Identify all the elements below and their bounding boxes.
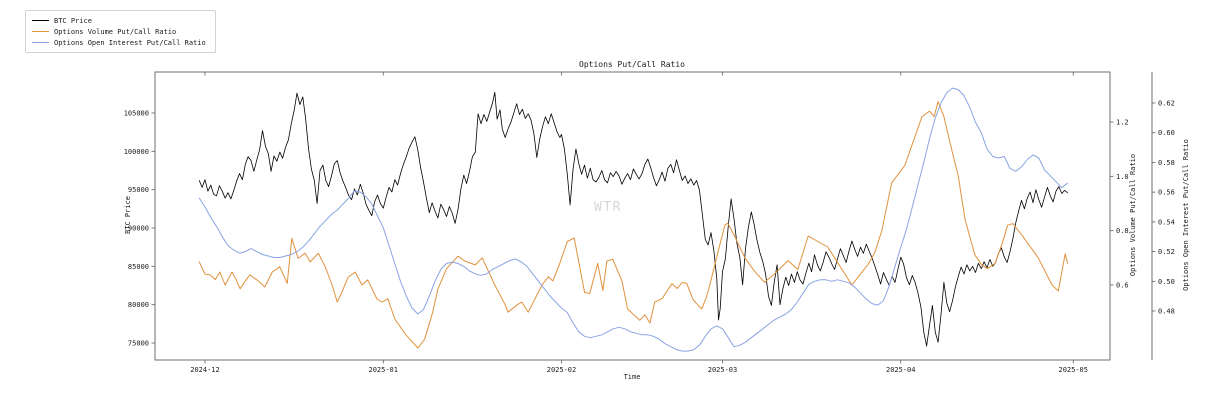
oi-tick-label: 0.62 — [1158, 100, 1175, 108]
legend-item-open-interest-putcall: Options Open Interest Put/Call Ratio — [32, 37, 206, 48]
series-group — [198, 87, 1068, 352]
left-axis-ticks — [151, 112, 155, 344]
chart-title: Options Put/Call Ratio — [579, 60, 685, 69]
legend-line-btc-icon — [32, 20, 49, 21]
series-line-0 — [198, 91, 1068, 347]
legend: BTC Price Options Volume Put/Call Ratio … — [25, 10, 216, 53]
plot-frame — [154, 71, 1111, 361]
legend-label: Options Volume Put/Call Ratio — [54, 27, 177, 36]
oi-tick-label: 0.52 — [1158, 248, 1175, 256]
left-tick-label: 75000 — [128, 340, 149, 348]
left-tick-label: 90000 — [128, 225, 149, 233]
x-axis-label-time: Time — [623, 373, 641, 381]
legend-line-volume-icon — [32, 31, 49, 32]
x-axis-ticks — [204, 72, 1074, 364]
legend-line-open-interest-icon — [32, 42, 49, 43]
legend-label: BTC Price — [54, 16, 92, 25]
oi-tick-label: 0.56 — [1158, 189, 1175, 197]
left-tick-label: 95000 — [128, 186, 149, 194]
legend-item-volume-putcall: Options Volume Put/Call Ratio — [32, 26, 206, 37]
oi-tick-label: 0.60 — [1158, 129, 1175, 137]
y-axis-label-open-interest-putcall: Options Open Interest Put/Call Ratio — [1182, 139, 1190, 291]
left-tick-label: 100000 — [124, 148, 149, 156]
series-line-2 — [198, 87, 1068, 352]
volume-tick-label: 1.2 — [1116, 119, 1129, 127]
right-oi-axis-ticks — [1152, 102, 1156, 312]
x-tick-label: 2025-02 — [547, 366, 577, 374]
legend-item-btc-price: BTC Price — [32, 15, 206, 26]
oi-tick-label: 0.58 — [1158, 159, 1175, 167]
volume-tick-label: 1.0 — [1116, 173, 1129, 181]
legend-label: Options Open Interest Put/Call Ratio — [54, 38, 206, 47]
x-tick-label: 2025-03 — [708, 366, 738, 374]
x-tick-label: 2024-12 — [190, 366, 220, 374]
left-tick-label: 85000 — [128, 263, 149, 271]
left-tick-label: 80000 — [128, 301, 149, 309]
oi-tick-label: 0.48 — [1158, 308, 1175, 316]
x-tick-label: 2025-04 — [886, 366, 916, 374]
y-axis-label-volume-putcall: Options Volume Put/Call Ratio — [1129, 153, 1137, 277]
oi-tick-label: 0.54 — [1158, 218, 1175, 226]
right-volume-axis-ticks — [1110, 121, 1114, 286]
x-tick-label: 2025-01 — [368, 366, 398, 374]
left-tick-label: 105000 — [124, 110, 149, 118]
volume-tick-label: 0.8 — [1116, 227, 1129, 235]
oi-tick-label: 0.50 — [1158, 278, 1175, 286]
y-axis-label-btc-price: BTC Price — [124, 196, 132, 234]
x-tick-label: 2025-05 — [1058, 366, 1088, 374]
volume-tick-label: 0.6 — [1116, 282, 1129, 290]
watermark-text: WTR — [594, 200, 622, 215]
series-line-1 — [198, 101, 1068, 349]
